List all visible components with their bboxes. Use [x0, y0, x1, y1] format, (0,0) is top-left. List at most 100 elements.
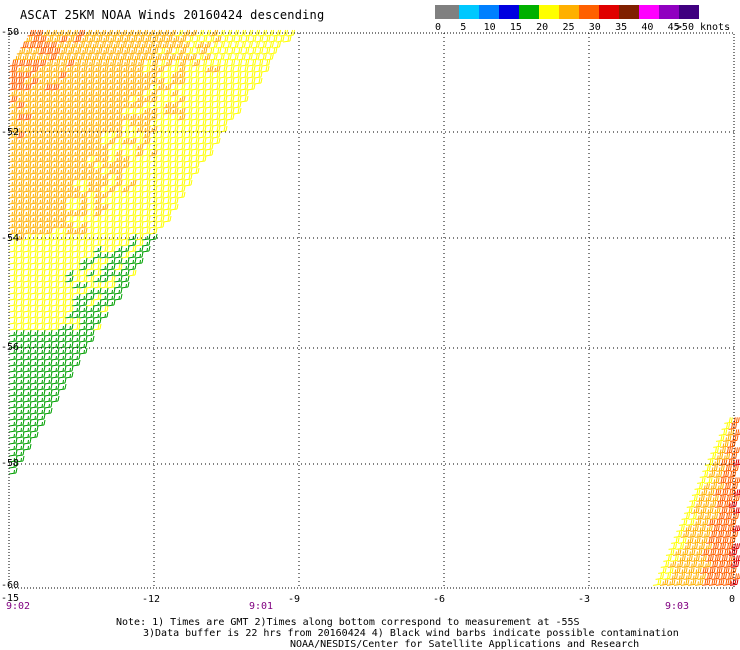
wind-barb — [139, 41, 148, 49]
wind-barb — [176, 155, 186, 163]
wind-barb — [247, 47, 257, 55]
wind-barb — [71, 203, 81, 211]
wind-barb — [104, 41, 113, 49]
wind-barb — [113, 275, 123, 283]
wind-barb — [8, 425, 18, 433]
wind-barb — [134, 113, 144, 121]
wind-barb — [211, 83, 221, 91]
wind-barb — [99, 173, 109, 181]
wind-barb — [71, 335, 81, 343]
wind-barb — [106, 275, 116, 283]
wind-barb — [15, 65, 25, 73]
wind-barb — [127, 71, 137, 79]
wind-barb — [22, 239, 32, 247]
wind-barb — [184, 47, 194, 55]
wind-barb — [36, 161, 46, 169]
wind-barb — [29, 269, 39, 277]
wind-barb — [155, 149, 165, 157]
wind-barb — [146, 41, 155, 49]
wind-barb — [50, 209, 60, 217]
wind-barb — [57, 203, 67, 211]
wind-barb — [134, 65, 144, 73]
wind-barb — [686, 501, 696, 508]
wind-barb — [706, 537, 715, 544]
wind-barb — [15, 77, 25, 85]
wind-barb — [57, 377, 67, 385]
wind-barb — [695, 561, 705, 568]
wind-barb — [711, 477, 720, 484]
wind-barb — [29, 431, 39, 439]
wind-barb — [15, 155, 25, 163]
wind-barb — [148, 95, 158, 103]
wind-barb — [120, 65, 130, 73]
wind-barb — [8, 269, 18, 277]
wind-barb — [695, 513, 705, 520]
wind-barb — [674, 561, 684, 568]
wind-barb — [120, 245, 130, 253]
wind-barb — [65, 47, 75, 55]
wind-barb — [711, 573, 721, 580]
wind-barb — [699, 519, 709, 526]
wind-barb — [155, 221, 165, 229]
wind-barb — [218, 95, 228, 103]
wind-barb — [15, 305, 25, 313]
wind-barb — [704, 525, 713, 532]
wind-barb — [275, 35, 285, 43]
wind-barb — [15, 107, 25, 115]
wind-barb — [190, 155, 200, 163]
wind-barb — [36, 185, 46, 193]
wind-barb — [148, 113, 158, 121]
wind-barb — [697, 525, 706, 532]
wind-barb — [8, 371, 18, 379]
wind-barb — [113, 191, 123, 199]
wind-barb — [13, 53, 22, 61]
wind-barb — [212, 47, 222, 55]
legend-label: 30 — [588, 22, 601, 33]
wind-barb — [219, 59, 229, 67]
wind-barb — [148, 215, 158, 223]
wind-barb — [176, 89, 186, 97]
wind-barb — [99, 275, 109, 283]
wind-barb — [15, 353, 25, 361]
wind-barb — [176, 101, 186, 109]
wind-barb — [92, 125, 102, 133]
wind-barb — [176, 167, 186, 175]
wind-barb — [29, 257, 39, 265]
wind-barb — [78, 71, 88, 79]
wind-barb — [721, 567, 730, 574]
wind-barb — [50, 95, 60, 103]
wind-barb — [153, 41, 162, 49]
wind-barb — [50, 107, 60, 115]
wind-barb — [8, 221, 18, 229]
wind-barb — [233, 59, 243, 67]
wind-barb — [225, 77, 235, 85]
legend-color-swatch — [499, 5, 519, 19]
wind-barb — [78, 191, 88, 199]
wind-barb — [43, 83, 53, 91]
wind-barb — [707, 501, 717, 508]
wind-barb — [141, 101, 151, 109]
wind-barb — [15, 197, 25, 205]
wind-barb — [673, 579, 683, 586]
wind-barb — [127, 149, 137, 157]
wind-barb — [15, 365, 25, 373]
wind-barb — [721, 423, 731, 430]
wind-barb — [156, 47, 166, 55]
wind-barb — [50, 347, 60, 355]
wind-barb — [728, 423, 738, 430]
wind-barb — [239, 95, 249, 103]
wind-barb — [113, 239, 123, 247]
wind-barb — [113, 251, 123, 259]
wind-barb — [106, 299, 116, 307]
wind-barb — [183, 143, 193, 151]
wind-barb — [15, 359, 25, 367]
wind-barb — [85, 287, 95, 295]
wind-barb — [191, 59, 201, 67]
wind-barb — [92, 257, 102, 265]
wind-barb — [43, 137, 53, 145]
wind-barb — [29, 275, 39, 283]
wind-barb — [155, 113, 165, 121]
wind-barb — [697, 573, 707, 580]
wind-barb — [127, 131, 137, 139]
wind-barbs — [8, 29, 740, 586]
